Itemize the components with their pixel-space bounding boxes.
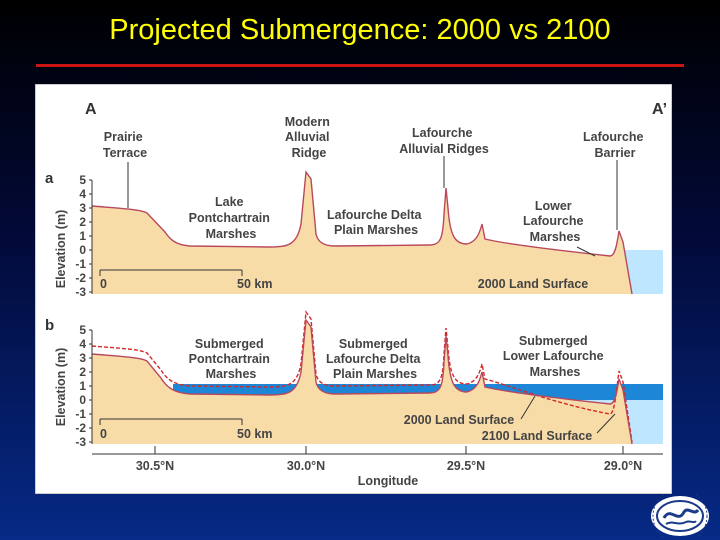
panel-a-ylabel: Elevation (m) <box>54 210 68 289</box>
panel-b-ytick-label: 2 <box>79 365 86 379</box>
label-2000-land-surface-a: 2000 Land Surface <box>478 277 589 291</box>
slide-title: Projected Submergence: 2000 vs 2100 <box>109 14 611 46</box>
submergence-figure: A A’ a Prairie Terrace Modern Alluvial R… <box>35 84 672 494</box>
panel-a-ytick-label: 5 <box>79 173 86 187</box>
label-2100-land-surface-b: 2100 Land Surface <box>482 429 593 443</box>
panel-a-ytick-label: 4 <box>79 187 86 201</box>
panel-b-ytick-label: -2 <box>75 421 86 435</box>
longitude-axis: 30.5°N 30.0°N 29.5°N 29.0°N Longitude <box>92 446 663 488</box>
label-lake-pontchartrain-marshes: Lake Pontchartrain Marshes <box>189 195 274 241</box>
panel-b-ytick-label: 3 <box>79 351 86 365</box>
endpoint-a-prime: A’ <box>652 101 667 118</box>
label-lafourche-alluvial-ridges: Lafourche Alluvial Ridges <box>399 126 489 156</box>
panel-a-ytick-label: -3 <box>75 285 86 299</box>
panel-a: A A’ a Prairie Terrace Modern Alluvial R… <box>45 101 667 299</box>
panel-b-letter: b <box>45 317 54 334</box>
panel-a-ytick-label: 0 <box>79 243 86 257</box>
panel-a-ytick-label: 2 <box>79 215 86 229</box>
panel-b-land <box>92 320 632 444</box>
label-submerged-pontchartrain-marshes: Submerged Pontchartrain Marshes <box>189 337 274 381</box>
panel-b-ytick-label: 4 <box>79 337 86 351</box>
x-tick-label: 30.0°N <box>287 459 325 473</box>
x-tick-label: 29.5°N <box>447 459 485 473</box>
panel-a-ytick-label: 1 <box>79 229 86 243</box>
panel-b-ytick-label: 1 <box>79 379 86 393</box>
panel-b-ytick-label: -3 <box>75 435 86 449</box>
panel-b: b Submerged Pontchartrain Marshes Submer… <box>45 310 663 449</box>
panel-a-letter: a <box>45 170 54 187</box>
panel-a-ytick-label: 3 <box>79 201 86 215</box>
label-submerged-lower-lafourche-marshes: Submerged Lower Lafourche Marshes <box>503 334 607 379</box>
panel-a-land <box>92 172 632 294</box>
x-axis-label: Longitude <box>358 474 418 488</box>
label-modern-alluvial-ridge: Modern Alluvial Ridge <box>285 115 334 160</box>
panel-a-ytick-label: -1 <box>75 257 86 271</box>
panel-b-scale-bar: 0 50 km <box>99 418 272 441</box>
scale-bar-a-end: 50 km <box>237 277 272 291</box>
scale-bar-b-end: 50 km <box>237 427 272 441</box>
scale-bar-b-start: 0 <box>100 427 107 441</box>
label-prairie-terrace: Prairie Terrace <box>103 130 147 160</box>
label-lafourche-barrier: Lafourche Barrier <box>583 130 647 160</box>
panel-b-ytick-label: 5 <box>79 323 86 337</box>
callout-2100-surface <box>596 413 616 434</box>
label-lafourche-delta-plain-marshes: Lafourche Delta Plain Marshes <box>327 208 425 237</box>
callout-lower-marshes <box>576 246 596 257</box>
panel-b-ytick-label: -1 <box>75 407 86 421</box>
label-submerged-lafourche-delta-plain-marshes: Submerged Lafourche Delta Plain Marshes <box>326 337 424 381</box>
scale-bar-a-start: 0 <box>100 277 107 291</box>
title-underline <box>36 64 684 67</box>
agency-logo <box>651 494 709 538</box>
x-tick-label: 30.5°N <box>136 459 174 473</box>
panel-a-surface-line <box>91 170 633 295</box>
panel-a-scale-bar: 0 50 km <box>99 269 272 291</box>
x-tick-label: 29.0°N <box>604 459 642 473</box>
callout-2000-surface <box>520 395 536 420</box>
panel-b-ylabel: Elevation (m) <box>54 348 68 427</box>
label-lower-lafourche-marshes: Lower Lafourche Marshes <box>523 199 587 244</box>
endpoint-a: A <box>85 101 97 118</box>
label-2000-land-surface-b: 2000 Land Surface <box>404 413 515 427</box>
panel-a-ytick-label: -2 <box>75 271 86 285</box>
panel-b-2000-surface-line <box>91 318 633 445</box>
panel-b-ytick-label: 0 <box>79 393 86 407</box>
